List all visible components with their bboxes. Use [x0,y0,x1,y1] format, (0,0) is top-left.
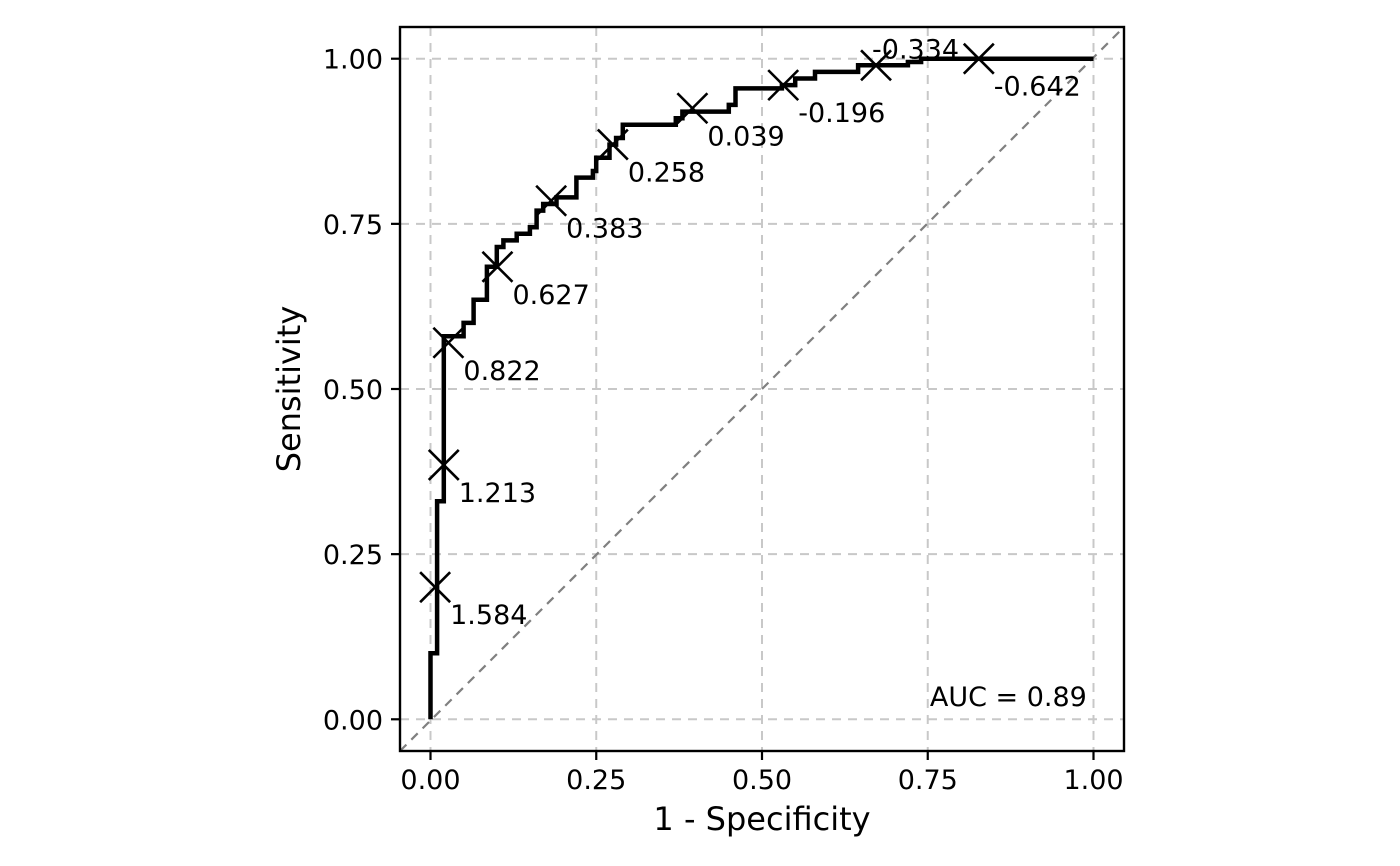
cutoff-point: 0.039 [676,92,785,152]
cutoff-marker-stroke [535,184,568,217]
cutoff-point: 1.584 [419,571,527,631]
x-tick-label: 0.75 [898,765,958,796]
y-tick-label: 0.50 [323,375,383,406]
cutoff-label: 1.584 [450,600,527,631]
y-axis-ticks: 0.00 0.25 0.50 0.75 1.00 [323,45,400,736]
y-axis-title: Sensitivity [270,306,308,473]
cutoff-label: 0.039 [707,121,784,152]
cutoff-point: -0.334 [860,34,959,82]
cutoff-marker-stroke [676,92,709,125]
reference-diagonal [399,26,1125,752]
cutoff-point: 0.383 [535,184,643,245]
x-axis-ticks: 0.00 0.25 0.50 0.75 1.00 [400,751,1124,796]
grid-lines [400,27,1124,751]
cutoff-marker-stroke [767,69,800,102]
cutoff-label: 1.213 [459,478,536,509]
cutoff-label: -0.196 [798,98,885,129]
cutoff-label: -0.334 [872,34,959,65]
cutoff-marker-stroke [962,42,995,75]
y-tick-label: 0.75 [323,210,383,241]
cutoff-marker-stroke [481,250,514,283]
cutoff-point: 0.627 [481,250,590,311]
y-tick-label: 0.25 [323,540,383,571]
cutoff-marker-stroke [860,49,892,82]
roc-curve-line [428,56,1094,720]
cutoff-marker-stroke [596,128,629,161]
cutoff-label: 0.258 [628,158,705,189]
x-tick-label: 0.50 [732,765,792,796]
cutoff-point: 0.822 [432,326,541,387]
cutoff-marker-stroke [432,326,465,359]
y-tick-label: 1.00 [323,45,383,76]
cutoff-marker-stroke [427,449,460,481]
cutoff-point: 0.258 [596,128,705,189]
cutoff-label: 0.822 [463,356,540,387]
cutoff-label: -0.642 [994,72,1081,103]
x-tick-label: 0.00 [400,765,460,796]
cutoff-label: 0.383 [566,214,643,245]
x-axis-title: 1 - Specificity [653,800,870,838]
cutoff-marker-stroke [419,571,452,604]
cutoff-point: -0.642 [962,42,1081,103]
cutoff-point: 1.213 [427,449,536,509]
y-tick-label: 0.00 [323,705,383,736]
x-tick-label: 0.25 [566,765,626,796]
roc-curve-layer [428,56,1094,720]
cutoff-label: 0.627 [512,280,589,311]
cutoff-point: -0.196 [767,69,885,129]
x-tick-label: 1.00 [1063,765,1123,796]
auc-annotation: AUC = 0.89 [930,682,1087,713]
reference-diagonal-line [399,26,1125,752]
